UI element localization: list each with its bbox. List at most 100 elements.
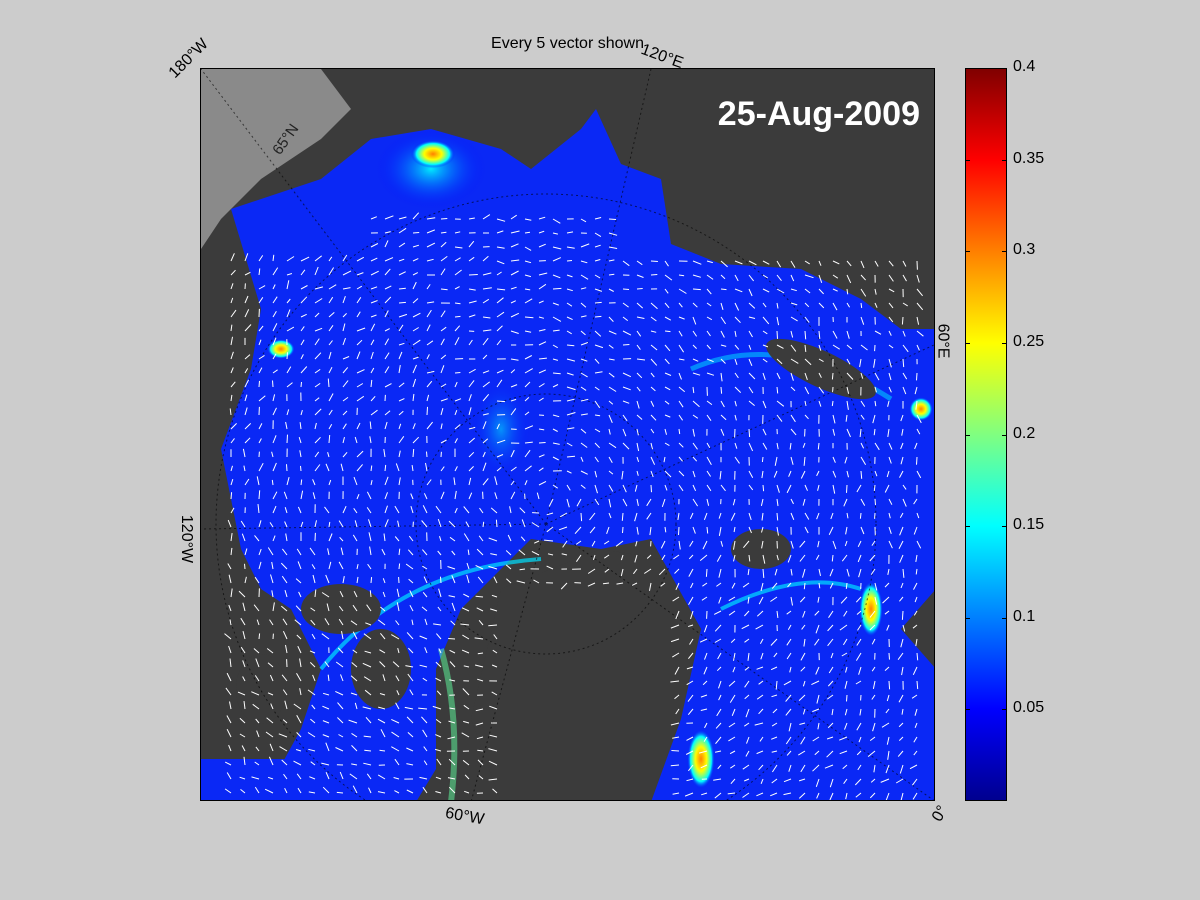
velocity-vector [463,665,470,668]
velocity-vector [815,554,820,561]
velocity-vector [888,442,893,450]
velocity-vector [510,466,517,472]
velocity-vector [776,372,781,380]
velocity-vector [510,480,515,486]
velocity-vector [745,750,750,757]
velocity-vector [734,344,740,350]
velocity-vector [817,540,820,548]
velocity-vector [913,582,918,590]
velocity-vector [622,442,630,450]
colorbar-tickmark [1002,526,1007,528]
velocity-vector [224,788,232,794]
velocity-vector [394,758,400,766]
velocity-vector [732,666,736,673]
velocity-vector [440,423,443,430]
velocity-vector [510,312,520,318]
velocity-vector [510,398,517,402]
velocity-vector [398,398,405,402]
velocity-vector [454,398,462,402]
velocity-vector [886,470,890,478]
velocity-vector [802,680,806,687]
velocity-vector [632,568,638,575]
velocity-vector [448,786,456,794]
velocity-vector [770,792,778,797]
velocity-vector [650,316,657,322]
velocity-vector [524,246,532,251]
velocity-vector [915,638,918,647]
velocity-vector [636,414,643,420]
velocity-vector [608,232,618,236]
velocity-vector [356,464,363,472]
velocity-vector [395,702,400,710]
velocity-vector [488,537,498,542]
velocity-vector [790,260,796,268]
velocity-vector [336,791,344,794]
velocity-vector [463,506,470,514]
velocity-vector [370,257,378,262]
velocity-vector [351,745,358,752]
velocity-vector [300,296,308,304]
velocity-vector [340,463,344,472]
velocity-vector [734,386,742,393]
velocity-vector [804,344,807,352]
velocity-vector [774,456,778,466]
velocity-vector [328,340,333,346]
velocity-vector [230,283,234,290]
velocity-vector [310,718,316,724]
velocity-vector [860,372,864,379]
velocity-vector [818,274,823,283]
velocity-vector [398,287,406,290]
velocity-vector [410,493,414,500]
velocity-vector [832,288,838,292]
velocity-vector [546,565,554,570]
velocity-vector [229,408,232,416]
velocity-vector [426,370,435,374]
velocity-vector [419,664,428,668]
velocity-vector [454,438,458,444]
velocity-vector [692,372,701,376]
velocity-vector [758,708,764,715]
velocity-vector [369,421,372,430]
velocity-vector [916,680,919,690]
velocity-vector [524,425,534,430]
velocity-vector [664,414,671,418]
velocity-vector [692,288,701,291]
velocity-vector [827,694,834,700]
velocity-vector [384,296,392,304]
velocity-vector [352,604,358,612]
velocity-vector [243,465,246,472]
velocity-vector [230,547,233,556]
velocity-vector [356,576,359,584]
velocity-vector [686,680,694,686]
velocity-vector [857,540,862,548]
velocity-vector [621,470,624,480]
velocity-vector [790,344,797,352]
velocity-vector [776,498,779,507]
velocity-vector [748,484,754,491]
velocity-vector [815,666,820,675]
velocity-vector [566,274,573,278]
velocity-vector [421,606,428,612]
velocity-vector [464,774,470,780]
velocity-vector [594,315,602,318]
velocity-vector [309,547,316,556]
velocity-vector [718,596,722,604]
velocity-vector [594,330,602,337]
velocity-vector [566,498,570,508]
velocity-vector [664,484,668,491]
velocity-vector [339,590,344,598]
velocity-vector [776,302,779,309]
velocity-vector [661,498,666,508]
velocity-vector [580,330,586,336]
velocity-vector [238,590,246,598]
velocity-vector [426,301,435,304]
velocity-vector [734,316,741,324]
no-data-region [201,69,351,249]
velocity-vector [253,648,260,654]
velocity-vector [783,680,792,686]
velocity-vector [524,381,531,388]
velocity-vector [699,638,708,643]
velocity-vector [692,316,697,325]
velocity-vector [322,705,330,710]
velocity-vector [646,498,652,507]
